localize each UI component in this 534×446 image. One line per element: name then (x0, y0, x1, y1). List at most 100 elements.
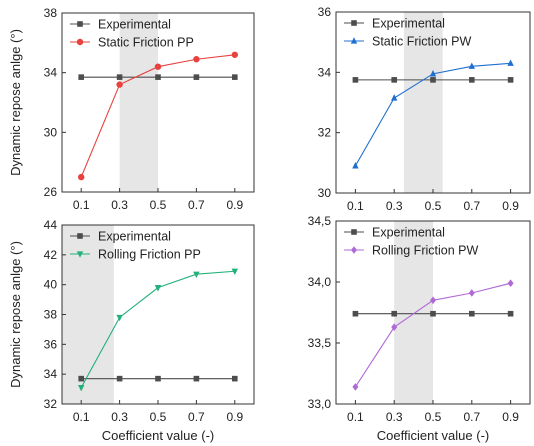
y-tick-label: 34,5 (308, 214, 332, 228)
data-point (507, 59, 514, 66)
x-tick-label: 0.1 (73, 410, 90, 424)
legend: Experimental Rolling Friction PP (70, 230, 201, 262)
x-tick-label: 0.1 (73, 198, 90, 212)
x-tick-label: 0.7 (188, 410, 205, 424)
y-tick-label: 33,5 (308, 336, 332, 350)
series-experimental (352, 77, 514, 83)
legend-label: Experimental (98, 18, 171, 32)
data-point (468, 289, 475, 297)
data-point (468, 62, 475, 69)
y-tick-label: 40 (44, 278, 58, 292)
x-tick-label: 0.1 (347, 410, 364, 424)
data-point (116, 314, 123, 322)
data-point (155, 74, 161, 80)
data-point (193, 74, 200, 80)
series-simulated (352, 279, 514, 391)
data-point (231, 51, 238, 58)
legend-marker (351, 20, 357, 26)
x-tick-label: 0.9 (502, 410, 519, 424)
data-point (116, 375, 123, 382)
data-point (469, 310, 475, 317)
x-tick-label: 0.5 (425, 199, 442, 213)
panel-top-left: 26 30 34 38 0.1 0.3 0.5 0.7 0.9 Dynamic repose an… (8, 6, 255, 212)
data-point (193, 271, 200, 279)
legend: Experimental Rolling Friction PW (344, 226, 478, 258)
x-tick-label: 0.5 (425, 410, 442, 424)
y-tick-label: 36 (44, 337, 58, 351)
y-tick-label: 34,0 (308, 275, 332, 289)
data-point (507, 279, 514, 288)
data-point (430, 77, 436, 83)
x-tick-label: 0.1 (347, 199, 364, 213)
x-tick-label: 0.9 (226, 198, 243, 212)
legend-label: Rolling Friction PW (372, 244, 478, 258)
y-tick-label: 34 (44, 66, 58, 80)
data-point (154, 285, 162, 292)
legend-label: Static Friction PP (98, 36, 194, 50)
data-point (430, 296, 436, 305)
data-point (116, 81, 123, 88)
data-point (116, 74, 123, 80)
data-point (154, 63, 162, 70)
optimal-range-band (394, 221, 433, 404)
y-tick-label: 36 (318, 5, 332, 19)
x-tick-label: 0.3 (111, 198, 128, 212)
data-point (193, 56, 200, 63)
optimal-range-band (119, 13, 158, 192)
x-tick-label: 0.9 (226, 410, 243, 424)
legend-marker (350, 37, 358, 44)
legend-label: Experimental (372, 17, 445, 31)
x-tick-label: 0.3 (386, 410, 403, 424)
series-experimental (78, 74, 238, 80)
data-point (352, 77, 359, 83)
y-tick-label: 42 (44, 248, 58, 262)
data-point (352, 310, 359, 317)
legend-marker (76, 38, 84, 46)
series-simulated (78, 51, 238, 181)
legend-marker (77, 233, 83, 239)
y-tick-label: 30 (44, 125, 58, 139)
x-tick-label: 0.3 (386, 199, 403, 213)
data-point (193, 375, 200, 382)
series-experimental (78, 375, 238, 382)
data-point (352, 383, 359, 391)
x-tick-label: 0.7 (463, 199, 480, 213)
data-point (391, 77, 397, 83)
y-tick-label: 32 (44, 397, 58, 411)
data-point (507, 310, 514, 317)
y-tick-label: 44 (44, 218, 58, 232)
optimal-range-band (62, 225, 114, 404)
y-tick-label: 34 (318, 65, 332, 79)
y-tick-label: 38 (44, 6, 58, 20)
data-point (231, 268, 238, 276)
legend-label: Experimental (98, 230, 171, 244)
x-axis-label: Coefficient value (-) (102, 428, 214, 443)
data-point (391, 310, 397, 317)
data-point (352, 162, 359, 169)
series-experimental (352, 310, 514, 317)
legend-marker (351, 246, 357, 254)
x-tick-label: 0.9 (502, 199, 519, 213)
data-point (232, 74, 238, 80)
data-point (78, 173, 85, 181)
y-axis-label: Dynamic repose anlge (°) (8, 241, 23, 388)
series-simulated (78, 268, 238, 392)
data-point (78, 384, 85, 392)
data-point (232, 375, 238, 382)
y-tick-label: 33,0 (308, 397, 332, 411)
legend-marker (351, 229, 357, 235)
data-point (507, 77, 514, 83)
legend: Experimental Static Friction PP (70, 18, 194, 50)
data-point (429, 70, 437, 77)
data-point (430, 310, 436, 317)
x-tick-label: 0.5 (150, 410, 167, 424)
data-point (78, 375, 84, 382)
x-axis-label: Coefficient value (-) (377, 428, 489, 443)
y-tick-label: 26 (44, 185, 58, 199)
data-point (391, 323, 398, 331)
data-point (391, 94, 398, 101)
x-tick-label: 0.3 (111, 410, 128, 424)
data-point (155, 375, 161, 382)
panel-top-right: 30 32 34 36 0.1 0.3 0.5 0.7 0.9 Experimental Stati… (318, 5, 531, 213)
